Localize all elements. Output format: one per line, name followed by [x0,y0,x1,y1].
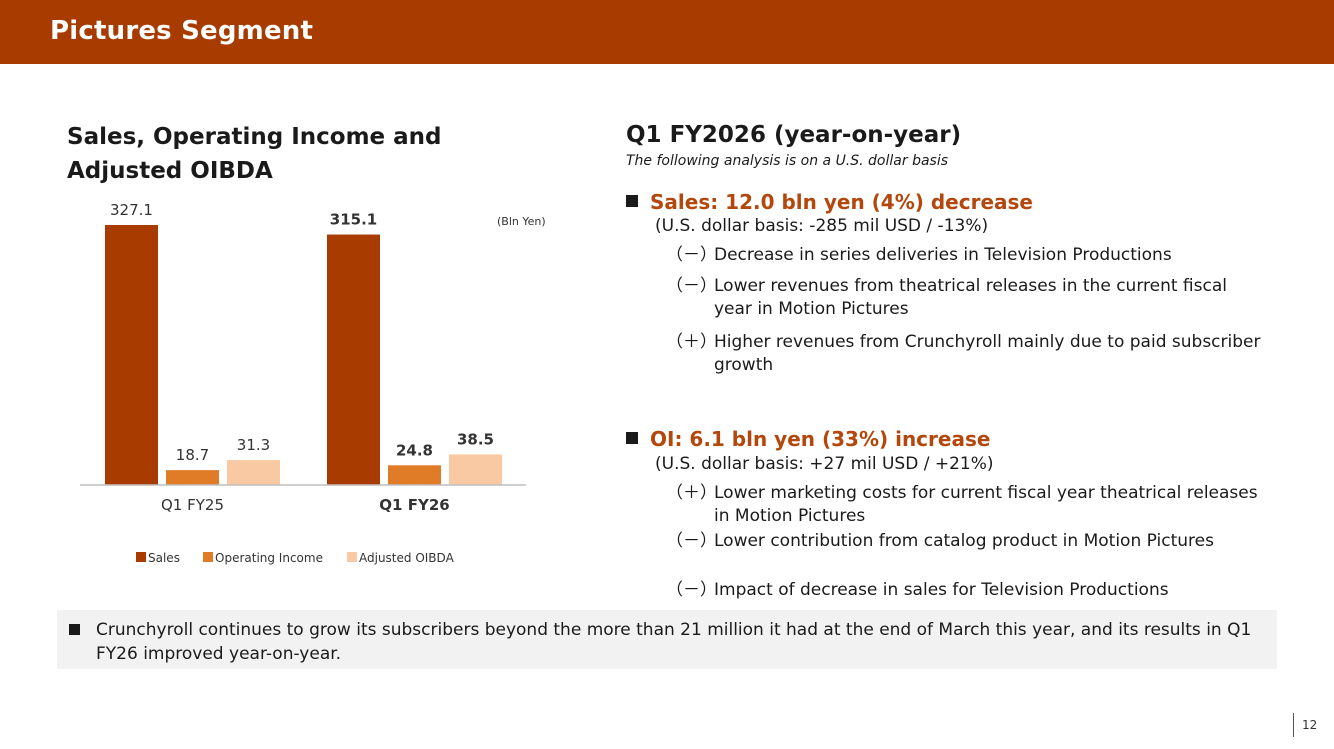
oi-bullet: （＋） Lower marketing costs for current fi… [666,482,1266,528]
sales-bullet: （－） Lower revenues from theatrical relea… [666,275,1266,321]
bar-operating-income-0 [166,470,219,485]
category-label-0: Q1 FY25 [161,496,224,514]
data-label-sales-1: 315.1 [330,211,377,229]
slide-header: Pictures Segment [0,0,1334,64]
unit-label: (Bln Yen) [497,215,546,228]
sales-heading-text: Sales: 12.0 bln yen (4%) decrease [650,190,1033,214]
sign-marker: （－） [666,531,717,551]
bullet-text: Decrease in series deliveries in Televis… [714,245,1172,265]
legend-label-1: Operating Income [215,551,323,565]
bar-adjusted-oibda-1 [449,454,502,485]
category-label-1: Q1 FY26 [379,496,449,514]
bar-sales-0 [105,225,158,485]
sales-basis: (U.S. dollar basis: -285 mil USD / -13%) [655,216,989,236]
bullet-text: Higher revenues from Crunchyroll mainly … [714,332,1261,375]
page-divider [1293,713,1294,737]
sales-bullet: （－） Decrease in series deliveries in Tel… [666,244,1266,267]
summary-note-text: Crunchyroll continues to grow its subscr… [96,620,1252,664]
legend-swatch-0 [136,552,146,562]
oi-heading-text: OI: 6.1 bln yen (33%) increase [650,427,991,451]
oi-bullet: （－） Impact of decrease in sales for Tele… [666,579,1266,602]
square-bullet-icon [626,432,638,444]
sales-bullet: （＋） Higher revenues from Crunchyroll mai… [666,331,1266,377]
legend-swatch-2 [347,552,357,562]
data-label-sales-0: 327.1 [110,201,153,219]
square-bullet-icon [626,195,638,207]
analysis-subtitle: The following analysis is on a U.S. doll… [626,153,949,169]
sign-marker: （＋） [666,332,717,352]
data-label-adjusted-oibda-0: 31.3 [237,436,270,454]
summary-note: Crunchyroll continues to grow its subscr… [57,610,1277,669]
data-label-operating-income-0: 18.7 [176,446,209,464]
bullet-text: Lower marketing costs for current fiscal… [714,483,1258,526]
legend-swatch-1 [203,552,213,562]
chart-title: Sales, Operating Income and Adjusted OIB… [67,124,442,184]
oi-bullet: （－） Lower contribution from catalog prod… [666,530,1266,553]
bar-sales-1 [327,234,380,485]
data-label-adjusted-oibda-1: 38.5 [457,430,494,448]
oi-basis: (U.S. dollar basis: +27 mil USD / +21%) [655,454,994,474]
bar-adjusted-oibda-0 [227,460,280,485]
analysis-title: Q1 FY2026 (year-on-year) [626,122,962,148]
bullet-text: Lower contribution from catalog product … [714,531,1214,551]
bar-chart: 327.1 315.1 18.7 24.8 31.3 38.5 Q1 FY25 Q1 FY26… [80,201,546,565]
square-bullet-icon [69,624,80,635]
sign-marker: （－） [666,276,717,296]
bullet-text: Impact of decrease in sales for Televisi… [714,580,1169,600]
sign-marker: （－） [666,580,717,600]
bar-operating-income-1 [388,465,441,485]
legend-label-0: Sales [148,551,180,565]
sign-marker: （－） [666,245,717,265]
data-label-operating-income-1: 24.8 [396,441,433,459]
page-number: 12 [1302,718,1318,732]
bullet-text: Lower revenues from theatrical releases … [714,276,1227,319]
oi-heading: OI: 6.1 bln yen (33%) increase [626,427,990,451]
sign-marker: （＋） [666,483,717,503]
slide-title: Pictures Segment [50,16,314,46]
sales-heading: Sales: 12.0 bln yen (4%) decrease [626,190,1033,214]
legend-label-2: Adjusted OIBDA [359,551,455,565]
